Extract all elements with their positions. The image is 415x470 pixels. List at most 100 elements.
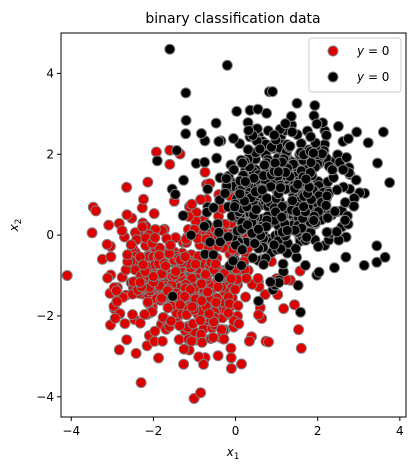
data-point-red (127, 309, 138, 321)
data-point-black (348, 200, 360, 212)
data-point-black (312, 241, 324, 253)
data-point-red (203, 308, 215, 320)
data-point-black (320, 199, 332, 211)
data-point-red (116, 225, 128, 237)
data-point-red (103, 219, 115, 231)
data-point-red (243, 335, 255, 347)
data-point-black (286, 126, 298, 138)
data-point-red (121, 209, 133, 221)
data-point-black (261, 107, 273, 119)
data-point-black (221, 59, 233, 71)
data-point-red (232, 300, 244, 312)
y-tick-label: 0 (46, 228, 54, 242)
data-point-black (171, 145, 183, 156)
data-point-black (377, 126, 389, 138)
data-point-red (293, 324, 305, 336)
data-point-red (240, 272, 252, 284)
data-point-red (142, 296, 154, 308)
data-point-red (207, 332, 219, 343)
data-point-black (337, 164, 349, 176)
data-point-red (179, 251, 191, 263)
data-point-red (121, 334, 133, 346)
data-point-black (279, 118, 291, 130)
data-point-black (265, 276, 276, 288)
data-point-black (254, 143, 266, 155)
data-point-red (212, 350, 224, 362)
data-point-black (243, 125, 255, 136)
legend: y = 0 y = 0 (308, 37, 402, 93)
data-point-black (305, 131, 317, 143)
y-axis-label: x2 (7, 219, 24, 233)
data-point-black (267, 86, 278, 98)
data-point-red (162, 302, 174, 314)
data-point-black (341, 152, 352, 163)
data-point-black (291, 97, 303, 109)
data-point-red (240, 291, 252, 303)
data-point-black (384, 177, 396, 189)
data-point-black (195, 128, 207, 139)
data-point-red (222, 307, 234, 319)
data-point-red (139, 309, 151, 320)
data-point-red (178, 358, 190, 370)
data-point-black (249, 238, 261, 249)
data-point-black (272, 166, 284, 178)
data-point-black (229, 201, 241, 213)
data-point-black (180, 87, 192, 99)
data-point-black (151, 155, 163, 167)
data-point-black (253, 295, 264, 307)
data-point-red (174, 299, 186, 311)
y-tick-label: 4 (46, 66, 54, 80)
data-point-black (285, 110, 297, 122)
legend-label-black: y = 0 (356, 70, 389, 84)
data-point-red (113, 344, 125, 356)
data-point-red (289, 299, 300, 311)
data-point-black (169, 188, 181, 200)
data-point-black (311, 118, 323, 130)
data-point-black (329, 205, 341, 217)
data-point-red (135, 377, 147, 389)
data-point-red (196, 336, 208, 348)
data-point-red (170, 266, 182, 277)
data-point-red (153, 352, 164, 364)
data-point-red (186, 301, 198, 313)
x-tick-label: −2 (145, 424, 163, 438)
data-point-black (290, 243, 302, 254)
data-point-red (173, 334, 185, 345)
data-point-black (299, 259, 311, 271)
data-point-black (208, 202, 220, 214)
data-point-black (298, 201, 310, 213)
data-point-red (225, 342, 237, 354)
data-point-black (220, 173, 232, 185)
data-point-red (130, 347, 142, 359)
data-point-red (278, 303, 290, 315)
y-axis-ticks: −4 −2 0 2 4 (36, 66, 61, 404)
data-point-black (358, 259, 370, 271)
data-point-red (236, 358, 247, 370)
data-point-red (86, 227, 98, 239)
data-point-black (222, 231, 234, 243)
data-point-black (268, 239, 280, 251)
data-point-red (194, 314, 206, 326)
x-tick-label: 4 (396, 424, 404, 438)
data-point-red (121, 181, 133, 193)
data-point-black (228, 164, 240, 176)
data-point-black (313, 266, 325, 278)
data-point-black (277, 258, 289, 270)
y-tick-label: −4 (36, 390, 54, 404)
data-point-red (190, 258, 202, 270)
data-point-black (210, 117, 222, 129)
data-point-black (287, 195, 298, 207)
data-point-red (125, 239, 137, 251)
data-point-red (160, 260, 172, 272)
data-point-red (186, 335, 198, 347)
plot-frame (60, 32, 407, 418)
data-point-black (180, 114, 192, 126)
data-point-red (156, 292, 168, 304)
data-point-black (320, 129, 332, 141)
data-point-black (295, 306, 306, 318)
data-point-black (261, 192, 273, 204)
data-point-red (216, 324, 228, 336)
data-point-red (109, 312, 121, 324)
data-point-black (236, 244, 248, 256)
